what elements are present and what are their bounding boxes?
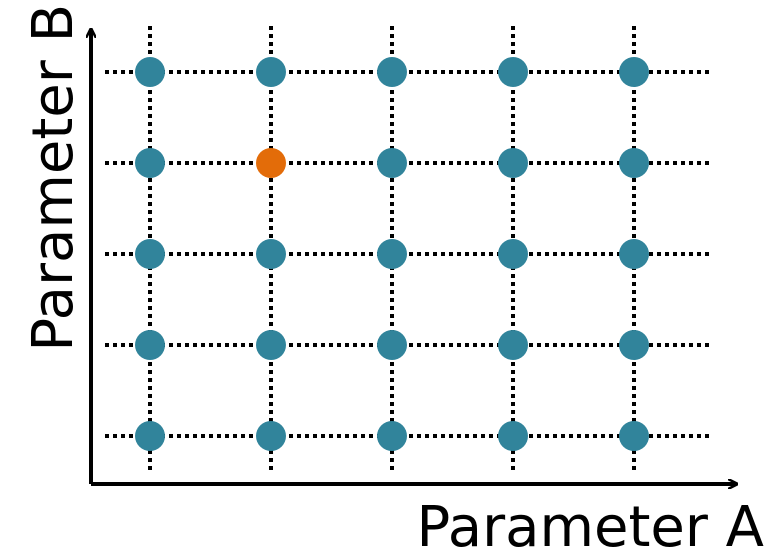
grid-point xyxy=(377,421,407,451)
grid-point xyxy=(498,148,528,178)
grid-point xyxy=(498,239,528,269)
grid-point xyxy=(498,421,528,451)
y-axis-label: Parameter B xyxy=(21,4,86,352)
grid-point xyxy=(135,239,165,269)
grid-point xyxy=(135,57,165,87)
grid-point xyxy=(619,330,649,360)
x-axis-label: Parameter A xyxy=(417,495,764,553)
grid-point xyxy=(256,330,286,360)
grid-point xyxy=(256,421,286,451)
grid-point xyxy=(619,148,649,178)
grid-point xyxy=(377,330,407,360)
grid-point xyxy=(619,57,649,87)
grid-point xyxy=(135,330,165,360)
grid-points xyxy=(135,57,649,451)
grid-point-highlighted xyxy=(256,148,286,178)
grid-point xyxy=(498,330,528,360)
grid-point xyxy=(498,57,528,87)
grid-point xyxy=(135,148,165,178)
grid-point xyxy=(619,421,649,451)
grid-lines xyxy=(105,26,712,470)
grid-point xyxy=(256,57,286,87)
grid-point xyxy=(377,57,407,87)
grid-point xyxy=(377,239,407,269)
grid-point xyxy=(135,421,165,451)
grid-point xyxy=(377,148,407,178)
grid-point xyxy=(619,239,649,269)
grid-point xyxy=(256,239,286,269)
